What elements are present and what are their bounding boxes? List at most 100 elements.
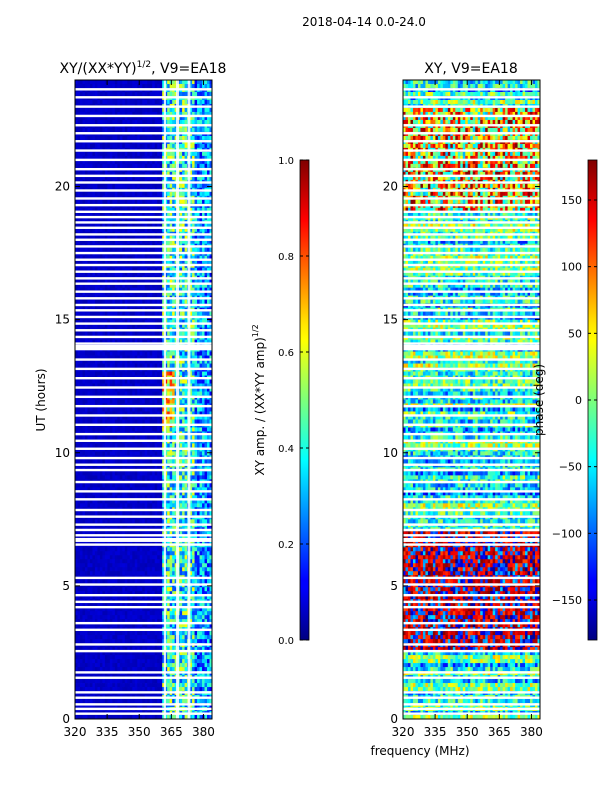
amplitude-heatmap-cell xyxy=(182,323,185,329)
amplitude-heatmap-cell xyxy=(159,191,163,197)
amplitude-heatmap-cell xyxy=(147,379,151,384)
amplitude-heatmap-cell xyxy=(159,223,163,229)
amplitude-heatmap-cell xyxy=(182,379,185,384)
amplitude-heatmap-cell xyxy=(172,111,176,117)
amplitude-heatmap-cell xyxy=(124,271,128,277)
amplitude-heatmap-cell xyxy=(189,435,193,440)
amplitude-heatmap-cell xyxy=(99,299,103,305)
amplitude-heatmap-cell xyxy=(162,223,166,229)
amplitude-heatmap-cell xyxy=(132,355,136,360)
amplitude-heatmap-cell xyxy=(92,151,96,157)
amplitude-heatmap-cell xyxy=(149,271,153,277)
amplitude-heatmap-cell xyxy=(134,171,138,177)
amplitude-heatmap-cell xyxy=(207,107,210,113)
amplitude-heatmap-cell xyxy=(129,299,133,305)
amplitude-heatmap-cell xyxy=(179,175,183,181)
amplitude-heatmap-cell xyxy=(132,383,136,388)
amplitude-heatmap-cell xyxy=(77,83,81,89)
amplitude-heatmap-cell xyxy=(152,383,156,388)
amplitude-heatmap-cell xyxy=(122,135,126,141)
amplitude-heatmap-cell xyxy=(202,379,205,384)
amplitude-heatmap-cell xyxy=(167,227,171,233)
amplitude-heatmap-cell xyxy=(92,363,96,368)
amplitude-heatmap-cell xyxy=(194,271,198,277)
amplitude-heatmap-cell xyxy=(189,355,193,360)
amplitude-heatmap-cell xyxy=(112,119,116,125)
amplitude-heatmap-cell xyxy=(167,279,171,285)
amplitude-heatmap-cell xyxy=(124,135,128,141)
amplitude-heatmap-cell xyxy=(112,227,116,233)
amplitude-heatmap-cell xyxy=(92,435,96,440)
amplitude-heatmap-cell xyxy=(137,259,141,265)
amplitude-heatmap-cell xyxy=(77,411,81,416)
amplitude-heatmap-cell xyxy=(132,323,136,329)
amplitude-heatmap-cell xyxy=(137,111,141,117)
amplitude-heatmap-cell xyxy=(107,363,111,368)
amplitude-heatmap-cell xyxy=(79,435,83,440)
amplitude-heatmap-cell xyxy=(97,283,101,289)
amplitude-heatmap-cell xyxy=(79,279,83,285)
amplitude-heatmap-cell xyxy=(144,91,148,97)
amplitude-heatmap-cell xyxy=(199,299,203,305)
amplitude-heatmap-cell xyxy=(182,355,185,360)
amplitude-heatmap-cell xyxy=(102,255,106,261)
amplitude-heatmap-cell xyxy=(107,339,111,344)
amplitude-heatmap-cell xyxy=(189,259,193,265)
amplitude-heatmap-cell xyxy=(197,239,200,245)
amplitude-heatmap-cell xyxy=(89,143,93,149)
amplitude-heatmap-cell xyxy=(152,435,156,440)
amplitude-heatmap-cell xyxy=(127,151,131,157)
amplitude-heatmap-cell xyxy=(147,199,151,205)
amplitude-heatmap-cell xyxy=(87,199,91,205)
amplitude-heatmap-cell xyxy=(117,271,121,277)
amplitude-heatmap-cell xyxy=(94,199,98,205)
amplitude-heatmap-cell xyxy=(179,391,183,396)
amplitude-heatmap-cell xyxy=(189,211,193,217)
amplitude-heatmap-cell xyxy=(124,199,128,205)
amplitude-heatmap-cell xyxy=(207,267,210,273)
amplitude-heatmap-cell xyxy=(152,135,156,141)
amplitude-heatmap-cell xyxy=(139,80,143,85)
amplitude-heatmap-cell xyxy=(124,91,128,97)
amplitude-heatmap-cell xyxy=(169,287,173,293)
amplitude-heatmap-cell xyxy=(202,107,205,113)
amplitude-heatmap-cell xyxy=(139,171,143,177)
amplitude-heatmap-cell xyxy=(207,339,210,344)
amplitude-heatmap-cell xyxy=(164,151,168,157)
amplitude-heatmap-cell xyxy=(84,427,88,432)
amplitude-heatmap-cell xyxy=(199,371,203,376)
amplitude-heatmap-cell xyxy=(184,267,188,273)
amplitude-heatmap-cell xyxy=(137,135,141,141)
amplitude-heatmap-cell xyxy=(132,115,136,121)
amplitude-heatmap-cell xyxy=(204,247,208,253)
amplitude-heatmap-cell xyxy=(147,175,151,181)
amplitude-heatmap-cell xyxy=(159,311,163,317)
amplitude-heatmap-cell xyxy=(109,143,113,149)
amplitude-heatmap-cell xyxy=(129,211,133,217)
amplitude-heatmap-cell xyxy=(124,323,128,329)
amplitude-heatmap-cell xyxy=(157,171,161,177)
amplitude-heatmap-cell xyxy=(142,383,146,388)
amplitude-heatmap-cell xyxy=(202,371,205,376)
amplitude-heatmap-cell xyxy=(179,91,183,97)
amplitude-heatmap-cell xyxy=(139,415,143,420)
amplitude-heatmap-cell xyxy=(152,399,156,404)
amplitude-heatmap-cell xyxy=(127,283,131,289)
amplitude-heatmap-cell xyxy=(109,255,113,261)
amplitude-heatmap-cell xyxy=(197,191,200,197)
amplitude-heatmap-cell xyxy=(109,91,113,97)
amplitude-heatmap-cell xyxy=(79,83,83,89)
amplitude-heatmap-cell xyxy=(197,155,200,161)
amplitude-heatmap-cell xyxy=(157,191,161,197)
amplitude-heatmap-cell xyxy=(159,171,163,177)
amplitude-heatmap-cell xyxy=(94,83,98,89)
amplitude-heatmap-cell xyxy=(137,411,141,416)
amplitude-heatmap-cell xyxy=(149,363,153,368)
amplitude-heatmap-cell xyxy=(137,119,141,125)
amplitude-heatmap-cell xyxy=(129,359,133,364)
amplitude-heatmap-cell xyxy=(124,359,128,364)
amplitude-heatmap-cell xyxy=(139,107,143,113)
amplitude-heatmap-cell xyxy=(102,323,106,329)
amplitude-heatmap-cell xyxy=(134,223,138,229)
amplitude-heatmap-cell xyxy=(134,119,138,125)
